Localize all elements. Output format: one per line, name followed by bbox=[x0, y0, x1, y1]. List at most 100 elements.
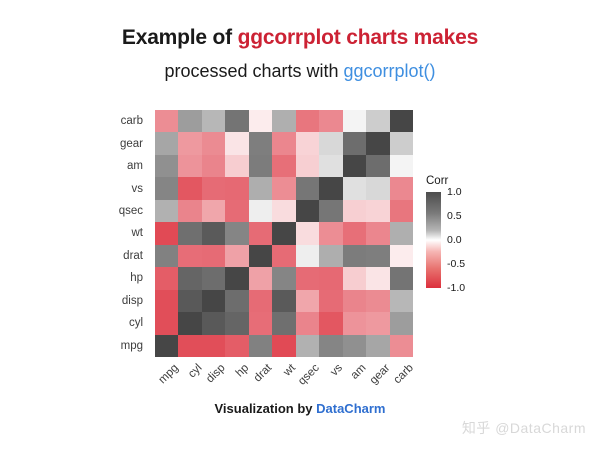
heatmap-cell bbox=[389, 244, 413, 268]
heatmap-cell bbox=[295, 154, 320, 178]
heatmap-cell bbox=[225, 154, 249, 178]
heatmap-cell bbox=[366, 222, 390, 245]
heatmap-cell bbox=[272, 177, 296, 200]
x-axis-tick-vs: vs bbox=[319, 359, 345, 399]
heatmap-cell bbox=[178, 334, 202, 357]
heatmap-cell bbox=[366, 244, 390, 268]
heatmap-cell bbox=[225, 267, 249, 290]
heatmap-cell bbox=[201, 334, 226, 357]
heatmap-cell bbox=[178, 154, 202, 178]
heatmap-cell bbox=[295, 222, 320, 245]
heatmap-cell bbox=[155, 244, 179, 268]
watermark: 知乎 @DataCharm bbox=[461, 420, 586, 436]
heatmap-cell bbox=[389, 110, 413, 133]
heatmap-cell bbox=[178, 312, 202, 335]
heatmap-cell bbox=[366, 312, 390, 335]
heatmap-cell bbox=[366, 289, 390, 313]
y-axis-tick-gear: gear bbox=[119, 137, 143, 150]
y-axis-tick-drat: drat bbox=[123, 249, 143, 262]
y-axis-tick-carb: carb bbox=[120, 115, 143, 128]
x-axis-tick-am: am bbox=[343, 359, 369, 399]
y-axis-tick-vs: vs bbox=[131, 182, 144, 195]
heatmap-cell bbox=[342, 110, 367, 133]
heatmap-cell bbox=[319, 110, 343, 133]
heatmap-cell bbox=[342, 289, 367, 313]
heatmap-cell bbox=[319, 244, 343, 268]
heatmap-cell bbox=[178, 199, 202, 223]
heatmap-cell bbox=[225, 244, 249, 268]
heatmap-panel bbox=[155, 110, 413, 357]
heatmap-cell bbox=[201, 110, 226, 133]
heatmap-cell bbox=[295, 334, 320, 357]
legend-tick-labels: 1.0 0.5 0.0 -0.5 -1.0 bbox=[441, 187, 491, 294]
x-axis-tick-carb: carb bbox=[390, 359, 416, 399]
heatmap-cell bbox=[248, 222, 273, 245]
heatmap-cell bbox=[295, 267, 320, 290]
heatmap-cell bbox=[155, 334, 179, 357]
legend-title: Corr bbox=[426, 175, 449, 187]
heatmap-cell bbox=[248, 267, 273, 290]
heatmap-cell bbox=[389, 289, 413, 313]
heatmap-cell bbox=[366, 199, 390, 223]
heatmap-cell bbox=[155, 289, 179, 313]
legend-tick-1.0: 1.0 bbox=[447, 186, 462, 198]
x-axis-tick-qsec: qsec bbox=[296, 359, 322, 399]
heatmap-cell bbox=[389, 222, 413, 245]
heatmap-cell bbox=[342, 267, 367, 290]
legend-colorbar bbox=[426, 192, 441, 288]
heatmap-cell bbox=[272, 199, 296, 223]
heatmap-cell bbox=[248, 110, 273, 133]
heatmap-cell bbox=[366, 334, 390, 357]
legend-tick--1.0: -1.0 bbox=[447, 282, 466, 294]
heatmap-cell bbox=[248, 199, 273, 223]
heatmap-cell bbox=[248, 154, 273, 178]
heatmap-cell bbox=[366, 267, 390, 290]
heatmap-cell bbox=[201, 289, 226, 313]
heatmap-cell bbox=[295, 244, 320, 268]
x-axis-tick-drat: drat bbox=[249, 359, 275, 399]
heatmap-cell bbox=[342, 244, 367, 268]
heatmap-cell bbox=[248, 334, 273, 357]
heatmap-cell bbox=[155, 222, 179, 245]
heatmap-cell bbox=[178, 222, 202, 245]
title-block: Example of ggcorrplot charts makes proce… bbox=[0, 24, 600, 84]
heatmap-cell bbox=[178, 244, 202, 268]
y-axis-tick-cyl: cyl bbox=[128, 317, 143, 330]
legend-tick-0.5: 0.5 bbox=[447, 210, 462, 222]
heatmap-cell bbox=[225, 110, 249, 133]
heatmap-cell bbox=[272, 244, 296, 268]
heatmap-cell bbox=[155, 154, 179, 178]
figure-caption: Visualization by DataCharm bbox=[0, 400, 600, 418]
heatmap-cell bbox=[342, 132, 367, 155]
heatmap-cell bbox=[201, 244, 226, 268]
heatmap-cell bbox=[319, 334, 343, 357]
x-axis-tick-label: carb bbox=[391, 362, 416, 387]
heatmap-cell bbox=[178, 177, 202, 200]
subtitle-segment-dark: processed charts with bbox=[164, 61, 344, 81]
subtitle-segment-blue: ggcorrplot() bbox=[343, 61, 436, 81]
x-axis-labels: mpg cyl disp hp drat wt qsec vs am gear carb bbox=[155, 359, 416, 399]
heatmap-cell bbox=[155, 177, 179, 200]
heatmap-cell bbox=[248, 312, 273, 335]
x-axis-tick-wt: wt bbox=[272, 359, 299, 399]
y-axis-tick-mpg: mpg bbox=[120, 339, 143, 352]
heatmap-cell bbox=[319, 132, 343, 155]
x-axis-tick-gear: gear bbox=[366, 359, 392, 399]
heatmap-cell bbox=[178, 289, 202, 313]
heatmap-cell bbox=[155, 267, 179, 290]
heatmap-cell bbox=[389, 132, 413, 155]
title-segment-red: ggcorrplot charts makes bbox=[237, 26, 479, 49]
heatmap-cell bbox=[366, 177, 390, 200]
heatmap-cell bbox=[248, 289, 273, 313]
heatmap-cell bbox=[366, 110, 390, 133]
heatmap-cell bbox=[319, 289, 343, 313]
heatmap-cell bbox=[201, 199, 226, 223]
heatmap-cell bbox=[319, 312, 343, 335]
heatmap-cell bbox=[389, 177, 413, 200]
heatmap-cell bbox=[201, 177, 226, 200]
legend-body: 1.0 0.5 0.0 -0.5 -1.0 bbox=[426, 187, 496, 294]
heatmap-cell bbox=[272, 267, 296, 290]
legend: Corr 1.0 0.5 0.0 -0.5 -1.0 bbox=[426, 174, 496, 294]
heatmap-cell bbox=[295, 177, 320, 200]
